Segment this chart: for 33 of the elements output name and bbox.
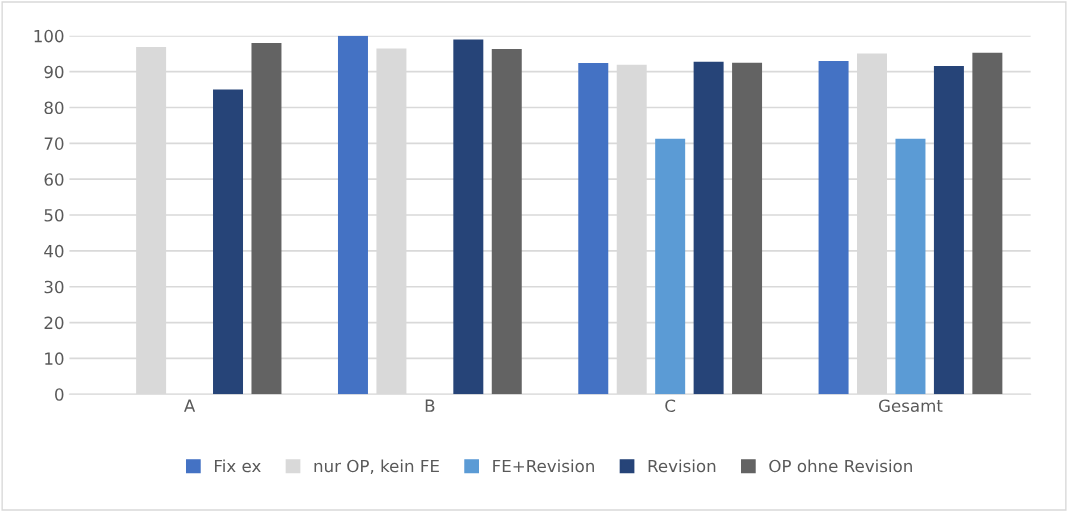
y-tick-label: 100 (34, 29, 64, 43)
y-tick-label: 10 (45, 352, 64, 365)
bar (453, 39, 484, 395)
legend-label: Fix ex (214, 459, 261, 473)
y-tick-label: 0 (55, 388, 64, 401)
bar (491, 49, 522, 395)
bar (655, 138, 686, 395)
legend-label: nur OP, kein FE (314, 459, 439, 475)
bar (337, 35, 368, 395)
y-tick-label: 90 (44, 65, 64, 79)
bar (972, 52, 1003, 395)
y-tick-label: 80 (44, 101, 64, 115)
y-tick-label: 40 (44, 244, 64, 258)
y-tick-label: 60 (44, 173, 64, 186)
bar (933, 65, 964, 395)
y-tick-label: 70 (44, 137, 64, 150)
x-tick-label: B (425, 399, 435, 412)
y-tick-label: 50 (44, 209, 64, 222)
bar (693, 61, 724, 395)
bar (251, 43, 282, 395)
bar (732, 62, 763, 395)
bar (818, 60, 849, 395)
y-tick-label: 30 (44, 280, 64, 294)
y-tick-label: 20 (44, 316, 64, 330)
bar (213, 89, 244, 395)
x-tick-label: Gesamt (878, 399, 943, 412)
legend-label: OP ohne Revision (769, 459, 912, 473)
legend-label: Revision (648, 459, 716, 473)
bar (578, 63, 609, 395)
x-tick-label: C (665, 399, 676, 412)
x-tick-label: A (184, 399, 196, 412)
legend-label: FE+Revision (493, 459, 594, 473)
bar (895, 138, 926, 395)
